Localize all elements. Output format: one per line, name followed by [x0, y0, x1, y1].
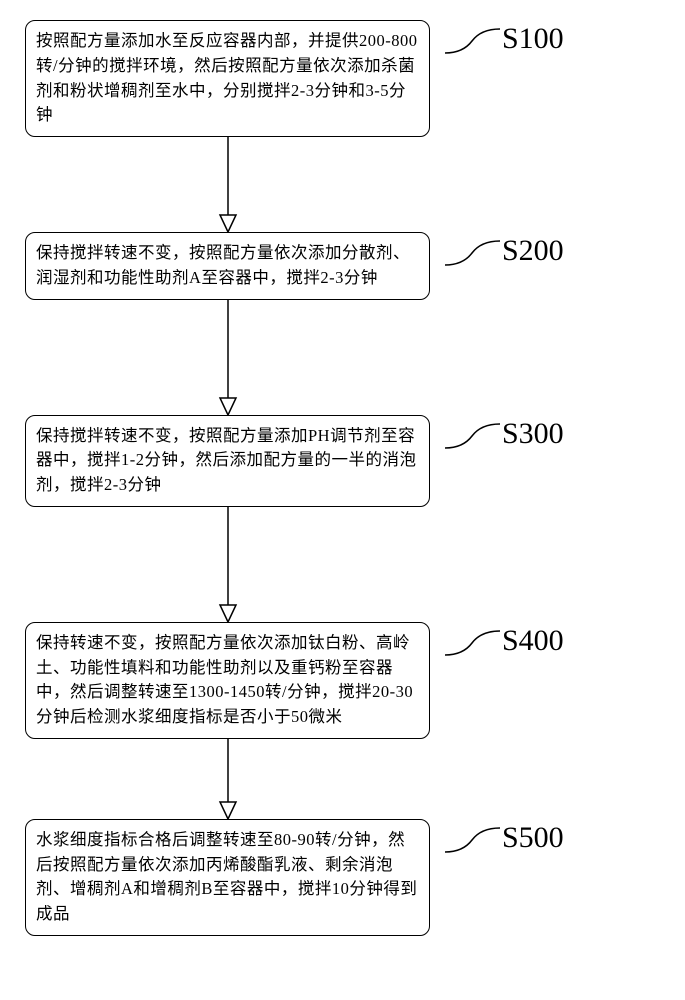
flow-node-s300: 保持搅拌转速不变，按照配方量添加PH调节剂至容器中，搅拌1-2分钟，然后添加配方…: [25, 415, 430, 507]
arrow-down-icon: [216, 507, 240, 622]
flow-row: 按照配方量添加水至反应容器内部，并提供200-800转/分钟的搅拌环境，然后按照…: [25, 20, 645, 137]
arrow-wrap: [25, 507, 430, 622]
node-text: 保持搅拌转速不变，按照配方量依次添加分散剂、润湿剂和功能性助剂A至容器中，搅拌2…: [36, 243, 410, 287]
node-text: 按照配方量添加水至反应容器内部，并提供200-800转/分钟的搅拌环境，然后按照…: [36, 31, 418, 124]
curve-icon: [445, 422, 500, 450]
node-text: 保持转速不变，按照配方量依次添加钛白粉、高岭土、功能性填料和功能性助剂以及重钙粉…: [36, 633, 413, 726]
curve-icon: [445, 629, 500, 657]
flow-row: 保持搅拌转速不变，按照配方量依次添加分散剂、润湿剂和功能性助剂A至容器中，搅拌2…: [25, 232, 645, 300]
arrow-wrap: [25, 739, 430, 819]
label-connector: S400: [445, 622, 564, 658]
arrow-wrap: [25, 137, 430, 232]
node-text: 水浆细度指标合格后调整转速至80-90转/分钟，然后按照配方量依次添加丙烯酸酯乳…: [36, 830, 417, 923]
step-label: S500: [502, 821, 564, 855]
step-label: S200: [502, 234, 564, 268]
flow-row: 保持搅拌转速不变，按照配方量添加PH调节剂至容器中，搅拌1-2分钟，然后添加配方…: [25, 415, 645, 507]
node-text: 保持搅拌转速不变，按照配方量添加PH调节剂至容器中，搅拌1-2分钟，然后添加配方…: [36, 426, 417, 495]
curve-icon: [445, 826, 500, 854]
flow-node-s200: 保持搅拌转速不变，按照配方量依次添加分散剂、润湿剂和功能性助剂A至容器中，搅拌2…: [25, 232, 430, 300]
curve-icon: [445, 239, 500, 267]
label-connector: S100: [445, 20, 564, 56]
curve-icon: [445, 27, 500, 55]
arrow-wrap: [25, 300, 430, 415]
label-connector: S200: [445, 232, 564, 268]
flow-node-s400: 保持转速不变，按照配方量依次添加钛白粉、高岭土、功能性填料和功能性助剂以及重钙粉…: [25, 622, 430, 739]
flowchart-container: 按照配方量添加水至反应容器内部，并提供200-800转/分钟的搅拌环境，然后按照…: [25, 20, 645, 936]
step-label: S100: [502, 22, 564, 56]
flow-row: 水浆细度指标合格后调整转速至80-90转/分钟，然后按照配方量依次添加丙烯酸酯乳…: [25, 819, 645, 936]
arrow-down-icon: [216, 300, 240, 415]
arrow-down-icon: [216, 137, 240, 232]
flow-row: 保持转速不变，按照配方量依次添加钛白粉、高岭土、功能性填料和功能性助剂以及重钙粉…: [25, 622, 645, 739]
flow-node-s500: 水浆细度指标合格后调整转速至80-90转/分钟，然后按照配方量依次添加丙烯酸酯乳…: [25, 819, 430, 936]
arrow-down-icon: [216, 739, 240, 819]
flow-node-s100: 按照配方量添加水至反应容器内部，并提供200-800转/分钟的搅拌环境，然后按照…: [25, 20, 430, 137]
step-label: S300: [502, 417, 564, 451]
step-label: S400: [502, 624, 564, 658]
label-connector: S300: [445, 415, 564, 451]
label-connector: S500: [445, 819, 564, 855]
